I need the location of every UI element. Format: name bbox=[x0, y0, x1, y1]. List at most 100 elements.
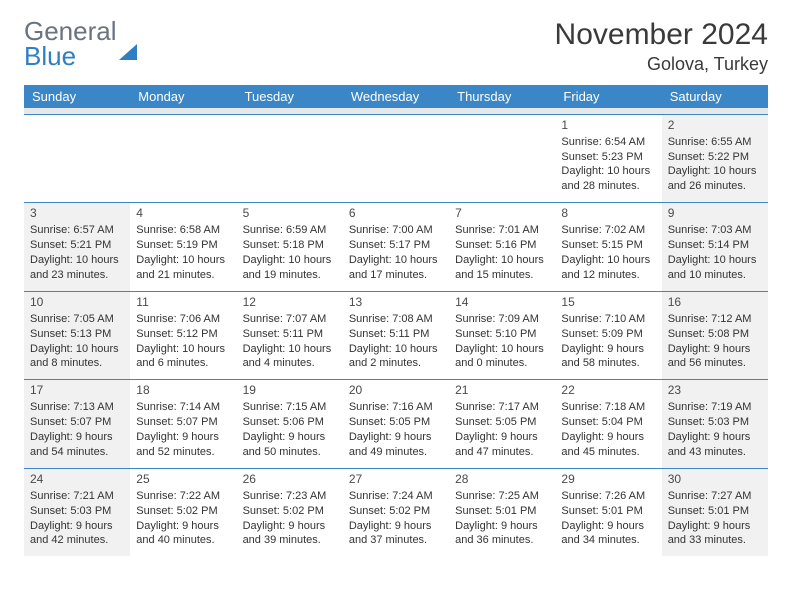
day-number: 21 bbox=[455, 382, 549, 398]
day-sr: Sunrise: 7:09 AM bbox=[455, 312, 549, 327]
day-cell: 8Sunrise: 7:02 AMSunset: 5:15 PMDaylight… bbox=[555, 203, 661, 292]
day-cell: 27Sunrise: 7:24 AMSunset: 5:02 PMDayligh… bbox=[343, 468, 449, 556]
day-number: 12 bbox=[243, 294, 337, 310]
day-number: 18 bbox=[136, 382, 230, 398]
logo: General Blue bbox=[24, 18, 137, 69]
dow-friday: Friday bbox=[555, 85, 661, 108]
day-dl2: and 4 minutes. bbox=[243, 356, 337, 371]
day-cell: 9Sunrise: 7:03 AMSunset: 5:14 PMDaylight… bbox=[662, 203, 768, 292]
day-cell: 18Sunrise: 7:14 AMSunset: 5:07 PMDayligh… bbox=[130, 380, 236, 469]
day-cell: 5Sunrise: 6:59 AMSunset: 5:18 PMDaylight… bbox=[237, 203, 343, 292]
day-dl1: Daylight: 10 hours bbox=[561, 164, 655, 179]
day-dl2: and 6 minutes. bbox=[136, 356, 230, 371]
day-number: 17 bbox=[30, 382, 124, 398]
day-dl2: and 36 minutes. bbox=[455, 533, 549, 548]
day-number: 23 bbox=[668, 382, 762, 398]
day-dl1: Daylight: 9 hours bbox=[243, 519, 337, 534]
day-dl1: Daylight: 9 hours bbox=[668, 430, 762, 445]
day-dl2: and 8 minutes. bbox=[30, 356, 124, 371]
day-sr: Sunrise: 7:13 AM bbox=[30, 400, 124, 415]
day-sr: Sunrise: 7:07 AM bbox=[243, 312, 337, 327]
dow-tuesday: Tuesday bbox=[237, 85, 343, 108]
day-dl1: Daylight: 9 hours bbox=[561, 430, 655, 445]
day-dl2: and 49 minutes. bbox=[349, 445, 443, 460]
day-dl2: and 52 minutes. bbox=[136, 445, 230, 460]
day-number: 19 bbox=[243, 382, 337, 398]
day-ss: Sunset: 5:05 PM bbox=[455, 415, 549, 430]
day-ss: Sunset: 5:12 PM bbox=[136, 327, 230, 342]
day-cell: 25Sunrise: 7:22 AMSunset: 5:02 PMDayligh… bbox=[130, 468, 236, 556]
day-dl1: Daylight: 10 hours bbox=[349, 253, 443, 268]
day-dl2: and 37 minutes. bbox=[349, 533, 443, 548]
day-ss: Sunset: 5:07 PM bbox=[136, 415, 230, 430]
calendar-page: General Blue November 2024 Golova, Turke… bbox=[0, 0, 792, 612]
day-dl1: Daylight: 10 hours bbox=[30, 253, 124, 268]
day-ss: Sunset: 5:01 PM bbox=[455, 504, 549, 519]
day-number: 6 bbox=[349, 205, 443, 221]
day-number: 13 bbox=[349, 294, 443, 310]
day-dl1: Daylight: 10 hours bbox=[561, 253, 655, 268]
day-dl1: Daylight: 10 hours bbox=[243, 342, 337, 357]
week-row: 24Sunrise: 7:21 AMSunset: 5:03 PMDayligh… bbox=[24, 468, 768, 556]
day-dl1: Daylight: 10 hours bbox=[30, 342, 124, 357]
day-sr: Sunrise: 7:12 AM bbox=[668, 312, 762, 327]
day-sr: Sunrise: 7:14 AM bbox=[136, 400, 230, 415]
day-dl2: and 21 minutes. bbox=[136, 268, 230, 283]
day-number: 11 bbox=[136, 294, 230, 310]
week-row: 3Sunrise: 6:57 AMSunset: 5:21 PMDaylight… bbox=[24, 203, 768, 292]
day-ss: Sunset: 5:04 PM bbox=[561, 415, 655, 430]
day-dl2: and 45 minutes. bbox=[561, 445, 655, 460]
day-sr: Sunrise: 7:25 AM bbox=[455, 489, 549, 504]
calendar-table: Sunday Monday Tuesday Wednesday Thursday… bbox=[24, 85, 768, 556]
day-cell: 4Sunrise: 6:58 AMSunset: 5:19 PMDaylight… bbox=[130, 203, 236, 292]
day-sr: Sunrise: 7:23 AM bbox=[243, 489, 337, 504]
day-sr: Sunrise: 7:19 AM bbox=[668, 400, 762, 415]
day-dl1: Daylight: 9 hours bbox=[561, 519, 655, 534]
day-sr: Sunrise: 7:21 AM bbox=[30, 489, 124, 504]
day-sr: Sunrise: 7:26 AM bbox=[561, 489, 655, 504]
day-cell: 10Sunrise: 7:05 AMSunset: 5:13 PMDayligh… bbox=[24, 291, 130, 380]
day-number: 22 bbox=[561, 382, 655, 398]
week-row: 17 Sunrise: 7:13 AM Sunset: 5:07 PM Dayligh… bbox=[24, 380, 768, 469]
day-dl1: Daylight: 10 hours bbox=[455, 342, 549, 357]
day-sr: Sunrise: 7:27 AM bbox=[668, 489, 762, 504]
day-dl1: Daylight: 9 hours bbox=[668, 519, 762, 534]
day-cell: 14 Sunrise: 7:09 AMSunset: 5:10 PMDayligh… bbox=[449, 291, 555, 380]
day-ss: Sunset: 5:02 PM bbox=[349, 504, 443, 519]
day-ss: Sunset: 5:10 PM bbox=[455, 327, 549, 342]
day-sr: Sunrise: 7:08 AM bbox=[349, 312, 443, 327]
day-cell: 26Sunrise: 7:23 AMSunset: 5:02 PMDayligh… bbox=[237, 468, 343, 556]
day-number: 20 bbox=[349, 382, 443, 398]
day-cell: 1Sunrise: 6:54 AMSunset: 5:23 PMDaylight… bbox=[555, 114, 661, 203]
day-sr: Sunrise: 6:59 AM bbox=[243, 223, 337, 238]
day-sr: Sunrise: 6:58 AM bbox=[136, 223, 230, 238]
day-number: 4 bbox=[136, 205, 230, 221]
day-dl1: Daylight: 9 hours bbox=[455, 430, 549, 445]
day-dl2: and 39 minutes. bbox=[243, 533, 337, 548]
day-dl2: and 54 minutes. bbox=[30, 445, 124, 460]
day-dl2: and 34 minutes. bbox=[561, 533, 655, 548]
day-dl2: and 23 minutes. bbox=[30, 268, 124, 283]
day-cell: 22Sunrise: 7:18 AMSunset: 5:04 PMDayligh… bbox=[555, 380, 661, 469]
day-ss: Sunset: 5:15 PM bbox=[561, 238, 655, 253]
day-cell: 11Sunrise: 7:06 AMSunset: 5:12 PMDayligh… bbox=[130, 291, 236, 380]
day-dl2: and 17 minutes. bbox=[349, 268, 443, 283]
day-dl2: and 28 minutes. bbox=[561, 179, 655, 194]
day-dl2: and 56 minutes. bbox=[668, 356, 762, 371]
day-number: 3 bbox=[30, 205, 124, 221]
day-number: 30 bbox=[668, 471, 762, 487]
day-dl2: and 40 minutes. bbox=[136, 533, 230, 548]
day-ss: Sunset: 5:02 PM bbox=[136, 504, 230, 519]
day-number: 29 bbox=[561, 471, 655, 487]
day-dl2: and 19 minutes. bbox=[243, 268, 337, 283]
day-cell: 12Sunrise: 7:07 AMSunset: 5:11 PMDayligh… bbox=[237, 291, 343, 380]
day-number: 9 bbox=[668, 205, 762, 221]
title-block: November 2024 Golova, Turkey bbox=[555, 18, 768, 75]
day-number: 5 bbox=[243, 205, 337, 221]
day-cell: 15Sunrise: 7:10 AMSunset: 5:09 PMDayligh… bbox=[555, 291, 661, 380]
day-ss: Sunset: 5:22 PM bbox=[668, 150, 762, 165]
location: Golova, Turkey bbox=[555, 54, 768, 75]
day-ss: Sunset: 5:18 PM bbox=[243, 238, 337, 253]
day-number: 14 bbox=[455, 294, 549, 310]
day-ss: Sunset: 5:02 PM bbox=[243, 504, 337, 519]
